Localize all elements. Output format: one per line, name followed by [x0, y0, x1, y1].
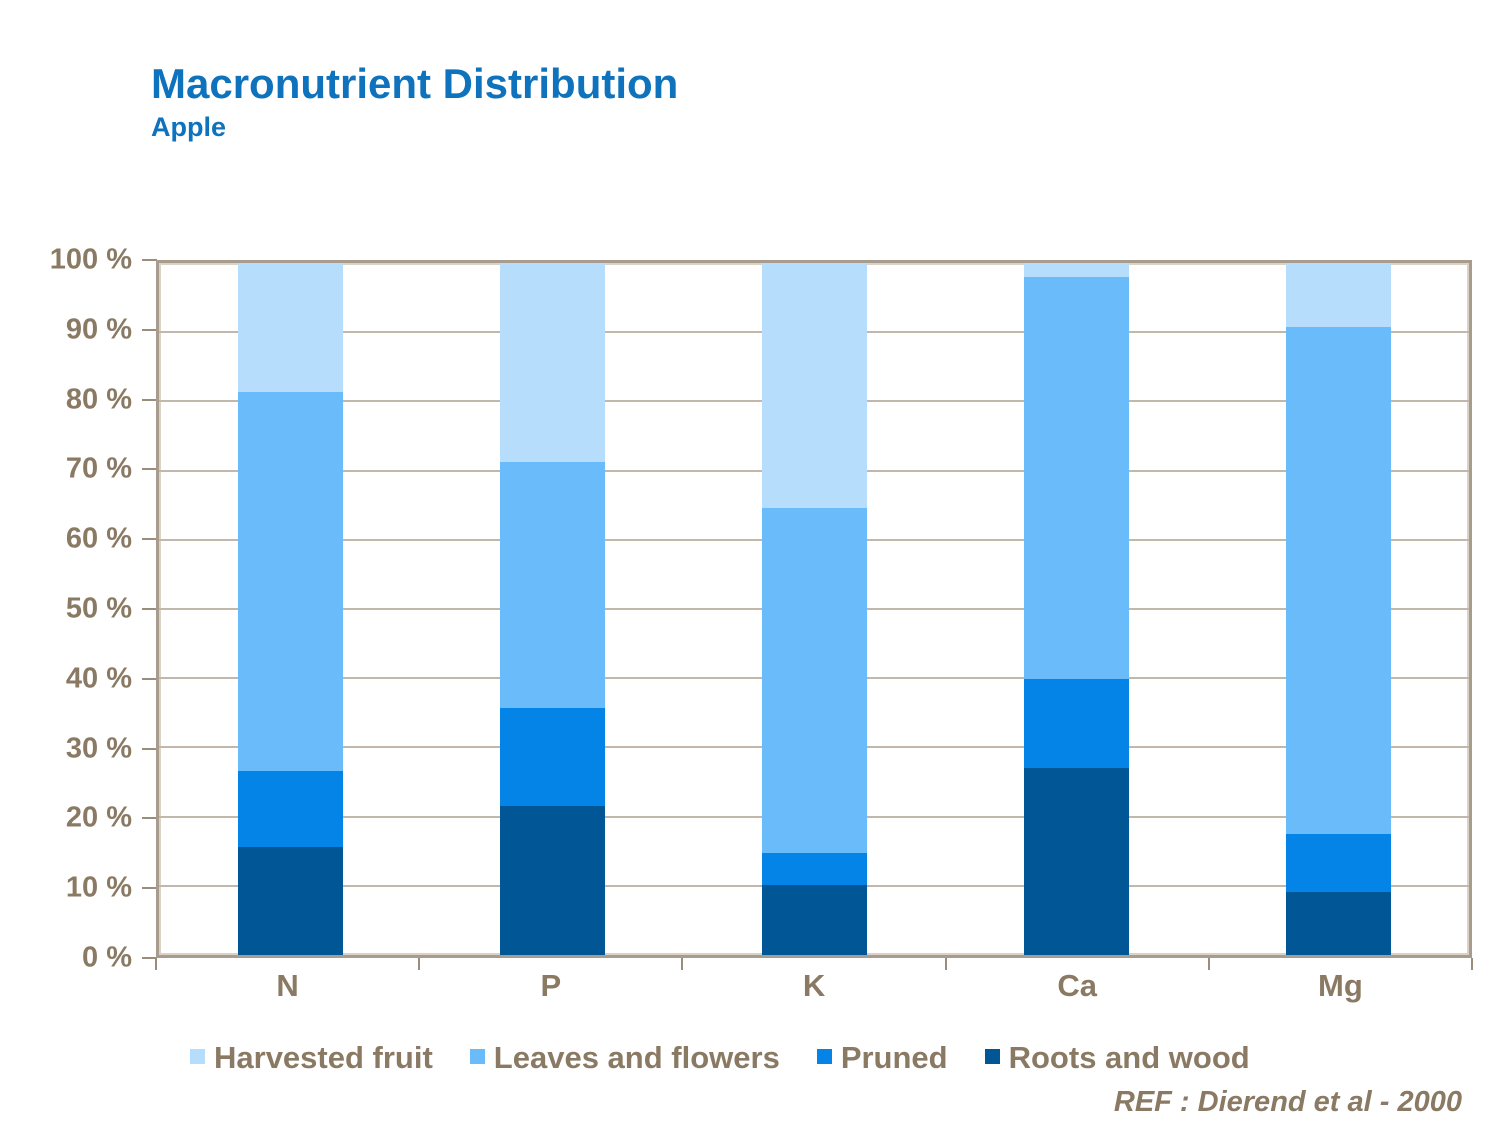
bar-mg-segment-harvested-fruit	[1285, 263, 1391, 327]
y-axis-tick	[142, 887, 157, 890]
bar-ca-segment-pruned	[1023, 678, 1129, 769]
x-axis-tick	[1207, 958, 1210, 970]
bar-p	[499, 263, 605, 955]
x-axis-labels: N P K Ca Mg	[156, 968, 1472, 1004]
bar-column-mg	[1207, 263, 1469, 955]
bar-k-segment-pruned	[761, 852, 867, 886]
y-axis-tick	[142, 957, 157, 959]
y-axis-label: 20 %	[65, 801, 132, 834]
bar-ca	[1023, 263, 1129, 955]
legend-swatch-roots-and-wood	[984, 1049, 1000, 1064]
bar-mg-segment-pruned	[1285, 833, 1391, 893]
legend-swatch-leaves-and-flowers	[469, 1049, 485, 1064]
legend-item-roots-and-wood: Roots and wood	[984, 1040, 1250, 1076]
bar-p-segment-pruned	[499, 707, 605, 806]
bar-ca-segment-roots-and-wood	[1023, 768, 1129, 955]
x-axis-label-p: P	[540, 968, 562, 1003]
x-axis-tick	[1471, 958, 1473, 970]
bar-k-segment-leaves-and-flowers	[761, 507, 867, 853]
bar-p-segment-harvested-fruit	[499, 263, 605, 463]
chart-subtitle: Apple	[151, 112, 227, 142]
y-axis-label: 70 %	[65, 452, 132, 485]
bar-p-segment-roots-and-wood	[499, 805, 605, 955]
legend-label-leaves-and-flowers: Leaves and flowers	[493, 1040, 780, 1075]
legend-label-pruned: Pruned	[840, 1040, 948, 1075]
y-axis-tick	[142, 468, 157, 471]
y-axis-label: 0 %	[82, 941, 132, 974]
y-axis-label: 40 %	[65, 662, 132, 695]
bars-container	[159, 263, 1469, 955]
bar-mg	[1285, 263, 1391, 955]
bar-n-segment-harvested-fruit	[237, 263, 343, 393]
y-axis-tick	[142, 328, 157, 331]
bar-n-segment-roots-and-wood	[237, 847, 343, 955]
bar-p-segment-leaves-and-flowers	[499, 462, 605, 708]
chart-title: Macronutrient Distribution	[151, 60, 679, 107]
y-axis-label: 30 %	[65, 732, 132, 765]
bar-ca-segment-harvested-fruit	[1023, 263, 1129, 277]
x-axis-label-mg: Mg	[1318, 968, 1363, 1003]
y-axis-label: 90 %	[65, 313, 132, 346]
bar-n-segment-leaves-and-flowers	[237, 392, 343, 771]
y-axis-label: 80 %	[65, 383, 132, 416]
y-axis-label: 100 %	[49, 243, 132, 276]
x-axis-label-k: K	[802, 968, 826, 1003]
legend-swatch-pruned	[816, 1049, 832, 1064]
x-axis-tick	[418, 958, 421, 970]
legend-item-pruned: Pruned	[816, 1040, 948, 1076]
y-axis-tick	[142, 259, 157, 261]
reference-note: REF : Dierend et al - 2000	[1113, 1086, 1462, 1118]
legend-label-harvested-fruit: Harvested fruit	[214, 1040, 433, 1075]
y-axis-label: 10 %	[65, 871, 132, 904]
bar-n-segment-pruned	[237, 770, 343, 848]
bar-k-segment-roots-and-wood	[761, 885, 867, 955]
legend-item-leaves-and-flowers: Leaves and flowers	[469, 1040, 780, 1076]
bar-ca-segment-leaves-and-flowers	[1023, 276, 1129, 679]
legend-item-harvested-fruit: Harvested fruit	[190, 1040, 433, 1076]
bar-column-p	[421, 263, 683, 955]
y-axis-tick	[142, 538, 157, 541]
plot-area	[156, 260, 1472, 958]
bar-column-k	[683, 263, 945, 955]
x-axis-ticks	[155, 958, 1473, 972]
bar-k	[761, 263, 867, 955]
bar-column-ca	[945, 263, 1207, 955]
x-axis-tick	[681, 958, 684, 970]
x-axis-label-n: N	[276, 968, 299, 1003]
bar-column-n	[159, 263, 421, 955]
x-axis-label-ca: Ca	[1057, 968, 1098, 1003]
y-axis-tick	[142, 608, 157, 610]
bar-mg-segment-roots-and-wood	[1285, 892, 1391, 955]
x-axis-tick	[155, 958, 157, 970]
y-axis-tick	[142, 398, 157, 401]
bar-n	[237, 263, 343, 955]
y-axis-label: 50 %	[65, 592, 132, 625]
y-axis-tick	[142, 747, 157, 750]
x-axis-tick	[944, 958, 947, 970]
legend-label-roots-and-wood: Roots and wood	[1008, 1040, 1250, 1075]
bar-mg-segment-leaves-and-flowers	[1285, 326, 1391, 834]
y-axis-label: 60 %	[65, 522, 132, 555]
bar-k-segment-harvested-fruit	[761, 263, 867, 508]
legend-swatch-harvested-fruit	[190, 1049, 205, 1064]
legend: Harvested fruit Leaves and flowers Pruned R…	[190, 1040, 1250, 1076]
y-axis-labels: 0 % 10 % 20 % 30 % 40 % 50 % 60 % 70 % 80 % 90 % 1…	[0, 244, 132, 974]
y-axis-tick	[142, 677, 157, 680]
y-axis-ticks	[142, 259, 157, 959]
y-axis-tick	[142, 817, 157, 820]
